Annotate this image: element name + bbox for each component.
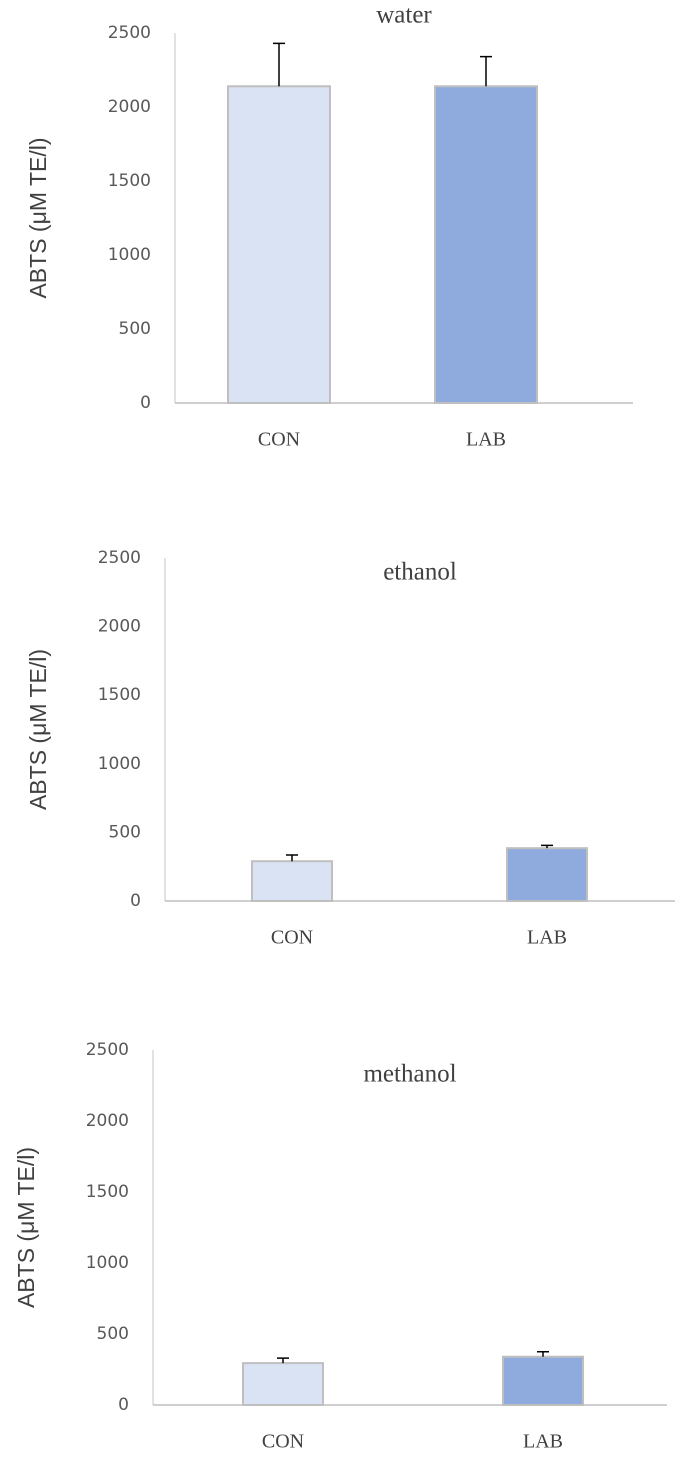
y-tick-label: 1000 bbox=[98, 754, 141, 774]
y-tick-label: 500 bbox=[97, 1324, 129, 1344]
error-bar bbox=[537, 1351, 549, 1357]
x-tick-label: LAB bbox=[523, 1431, 563, 1453]
y-tick-label: 500 bbox=[109, 822, 141, 842]
y-axis-label: ABTS (μM TE/l) bbox=[13, 1147, 39, 1308]
bar bbox=[434, 85, 538, 404]
y-tick-label: 0 bbox=[130, 891, 141, 911]
y-tick-label: 2500 bbox=[98, 548, 141, 568]
chart-title: methanol bbox=[363, 1061, 456, 1088]
chart-title: water bbox=[376, 2, 432, 29]
y-tick-label: 2000 bbox=[98, 617, 141, 637]
y-tick-label: 1500 bbox=[86, 1182, 129, 1202]
error-bar bbox=[273, 42, 285, 87]
y-tick-label: 2500 bbox=[86, 1040, 129, 1060]
y-tick-label: 2000 bbox=[108, 97, 151, 117]
bar bbox=[502, 1355, 584, 1406]
y-tick-label: 1500 bbox=[98, 685, 141, 705]
y-tick-label: 500 bbox=[119, 319, 151, 339]
x-tick-label: LAB bbox=[466, 429, 506, 451]
bar bbox=[242, 1362, 324, 1406]
x-tick-label: LAB bbox=[527, 927, 567, 949]
y-tick-label: 2000 bbox=[86, 1111, 129, 1131]
error-bar bbox=[541, 844, 553, 849]
error-bar bbox=[480, 55, 492, 87]
x-tick-label: CON bbox=[271, 927, 313, 949]
bar bbox=[227, 85, 331, 404]
y-tick-label: 2500 bbox=[108, 23, 151, 43]
chart-title: ethanol bbox=[383, 559, 457, 586]
y-axis-label: ABTS (μM TE/l) bbox=[25, 649, 51, 810]
error-bar bbox=[277, 1357, 289, 1364]
y-tick-label: 0 bbox=[118, 1395, 129, 1415]
x-tick-label: CON bbox=[262, 1431, 304, 1453]
y-tick-label: 0 bbox=[140, 393, 151, 413]
y-tick-label: 1500 bbox=[108, 171, 151, 191]
y-tick-label: 1000 bbox=[108, 245, 151, 265]
error-bar bbox=[286, 854, 298, 862]
y-tick-label: 1000 bbox=[86, 1253, 129, 1273]
x-tick-label: CON bbox=[258, 429, 300, 451]
bar bbox=[251, 860, 333, 902]
bar bbox=[506, 847, 588, 902]
y-axis-label: ABTS (μM TE/l) bbox=[25, 137, 51, 298]
